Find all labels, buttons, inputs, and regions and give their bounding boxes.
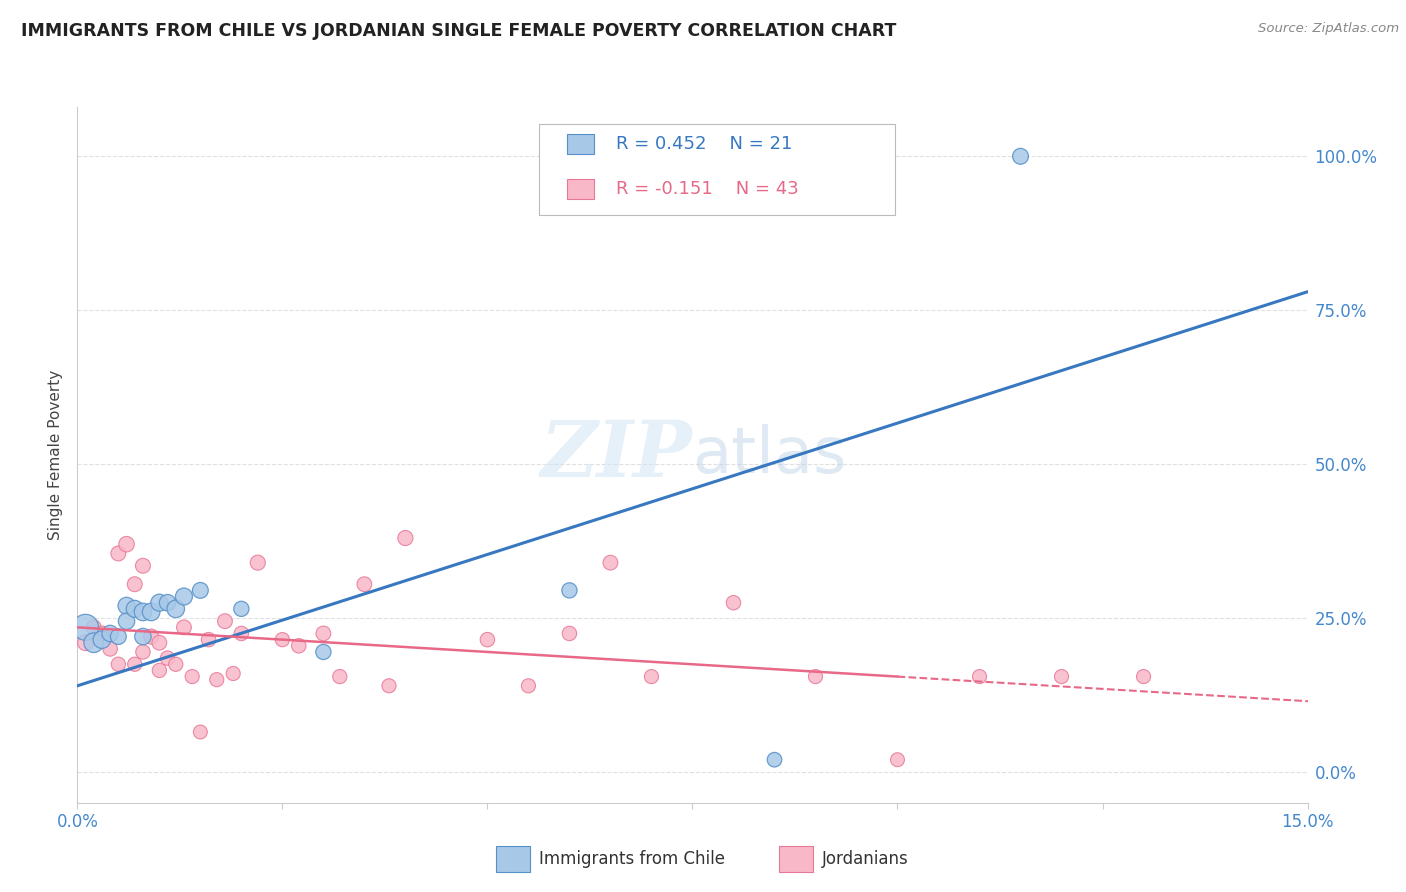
- Point: [124, 657, 146, 672]
- Point: [181, 669, 204, 683]
- Point: [83, 636, 105, 650]
- Point: [107, 630, 129, 644]
- Bar: [779, 846, 813, 872]
- Point: [231, 602, 253, 616]
- Point: [107, 546, 129, 560]
- Point: [763, 753, 786, 767]
- Point: [115, 614, 138, 628]
- Point: [98, 626, 121, 640]
- Point: [312, 626, 335, 640]
- Point: [132, 645, 155, 659]
- Point: [558, 626, 581, 640]
- Point: [231, 626, 253, 640]
- Point: [271, 632, 294, 647]
- Point: [156, 651, 179, 665]
- Point: [115, 599, 138, 613]
- Text: ZIP: ZIP: [541, 417, 693, 493]
- Point: [640, 669, 662, 683]
- Point: [188, 583, 212, 598]
- Text: R = 0.452    N = 21: R = 0.452 N = 21: [616, 136, 793, 153]
- Point: [969, 669, 991, 683]
- Point: [197, 632, 219, 647]
- Point: [148, 636, 170, 650]
- Text: Jordanians: Jordanians: [821, 850, 908, 868]
- Point: [165, 602, 187, 616]
- Point: [246, 556, 269, 570]
- Point: [188, 725, 212, 739]
- Point: [124, 602, 146, 616]
- Text: Source: ZipAtlas.com: Source: ZipAtlas.com: [1258, 22, 1399, 36]
- Point: [1132, 669, 1154, 683]
- Point: [558, 583, 581, 598]
- Point: [165, 657, 187, 672]
- Point: [1010, 149, 1032, 163]
- Point: [75, 636, 97, 650]
- Point: [132, 630, 155, 644]
- Bar: [567, 135, 595, 154]
- Point: [141, 630, 163, 644]
- Y-axis label: Single Female Poverty: Single Female Poverty: [48, 370, 63, 540]
- Text: IMMIGRANTS FROM CHILE VS JORDANIAN SINGLE FEMALE POVERTY CORRELATION CHART: IMMIGRANTS FROM CHILE VS JORDANIAN SINGL…: [21, 22, 897, 40]
- Point: [141, 605, 163, 619]
- Point: [312, 645, 335, 659]
- Point: [378, 679, 401, 693]
- Point: [353, 577, 375, 591]
- Point: [205, 673, 228, 687]
- Point: [156, 596, 179, 610]
- Point: [394, 531, 416, 545]
- Point: [132, 605, 155, 619]
- Point: [132, 558, 155, 573]
- Point: [83, 620, 105, 634]
- Point: [329, 669, 352, 683]
- Point: [98, 641, 121, 656]
- Point: [599, 556, 621, 570]
- Point: [148, 664, 170, 678]
- Text: Immigrants from Chile: Immigrants from Chile: [538, 850, 724, 868]
- Point: [173, 590, 195, 604]
- Point: [115, 537, 138, 551]
- Bar: [567, 179, 595, 199]
- FancyBboxPatch shape: [538, 124, 896, 215]
- Point: [1050, 669, 1073, 683]
- Point: [214, 614, 236, 628]
- Point: [107, 657, 129, 672]
- Point: [90, 632, 114, 647]
- Point: [148, 596, 170, 610]
- Point: [90, 626, 114, 640]
- Point: [723, 596, 745, 610]
- Point: [804, 669, 827, 683]
- Bar: [496, 846, 530, 872]
- Point: [124, 577, 146, 591]
- Text: R = -0.151    N = 43: R = -0.151 N = 43: [616, 180, 799, 198]
- Point: [75, 620, 97, 634]
- Text: atlas: atlas: [693, 424, 846, 486]
- Point: [288, 639, 311, 653]
- Point: [173, 620, 195, 634]
- Point: [517, 679, 540, 693]
- Point: [477, 632, 499, 647]
- Point: [886, 753, 908, 767]
- Point: [222, 666, 245, 681]
